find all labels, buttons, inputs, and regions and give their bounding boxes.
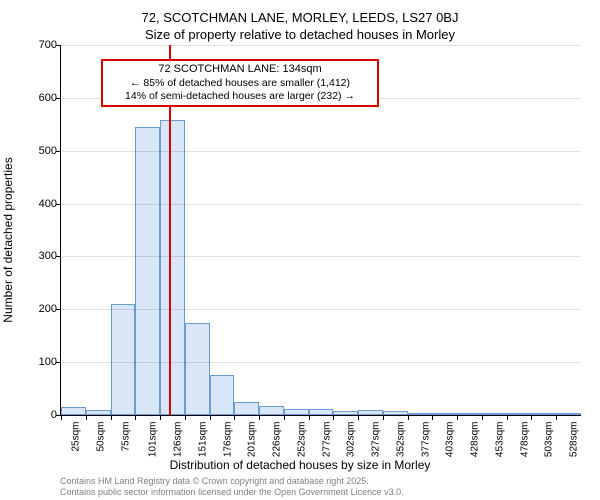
- y-tick-label: 500: [25, 145, 57, 157]
- y-tick-label: 0: [25, 409, 57, 421]
- histogram-bar: [383, 411, 408, 415]
- histogram-bar: [309, 409, 334, 415]
- x-tick-mark: [482, 415, 483, 420]
- histogram-bar: [234, 402, 259, 415]
- gridline: [61, 151, 581, 152]
- x-tick-mark: [210, 415, 211, 420]
- gridline: [61, 309, 581, 310]
- y-axis-label: Number of detached properties: [1, 157, 15, 322]
- histogram-bar: [160, 120, 185, 415]
- x-tick-label: 403sqm: [445, 422, 456, 458]
- footer-line2: Contains public sector information licen…: [60, 487, 404, 498]
- gridline: [61, 204, 581, 205]
- x-tick-mark: [234, 415, 235, 420]
- x-tick-mark: [531, 415, 532, 420]
- y-tick-label: 200: [25, 303, 57, 315]
- y-tick-mark: [56, 204, 61, 205]
- y-tick-mark: [56, 362, 61, 363]
- x-tick-mark: [111, 415, 112, 420]
- x-tick-label: 126sqm: [172, 422, 183, 458]
- x-tick-label: 428sqm: [469, 422, 480, 458]
- histogram-bar: [531, 413, 556, 415]
- y-tick-mark: [56, 45, 61, 46]
- x-tick-label: 252sqm: [296, 422, 307, 458]
- histogram-bar: [284, 409, 309, 415]
- x-tick-mark: [309, 415, 310, 420]
- histogram-bar: [259, 406, 284, 416]
- y-tick-mark: [56, 256, 61, 257]
- x-tick-label: 302sqm: [346, 422, 357, 458]
- x-tick-mark: [160, 415, 161, 420]
- y-tick-label: 700: [25, 39, 57, 51]
- x-tick-label: 503sqm: [544, 422, 555, 458]
- x-tick-label: 327sqm: [370, 422, 381, 458]
- histogram-bar: [210, 375, 235, 415]
- x-tick-mark: [259, 415, 260, 420]
- x-tick-label: 352sqm: [395, 422, 406, 458]
- x-tick-label: 75sqm: [120, 422, 131, 452]
- y-tick-mark: [56, 151, 61, 152]
- x-tick-mark: [507, 415, 508, 420]
- gridline: [61, 256, 581, 257]
- x-tick-label: 50sqm: [95, 422, 106, 452]
- histogram-bar: [61, 407, 86, 415]
- x-tick-mark: [432, 415, 433, 420]
- x-tick-label: 478sqm: [519, 422, 530, 458]
- x-tick-mark: [358, 415, 359, 420]
- gridline: [61, 362, 581, 363]
- histogram-bar: [556, 413, 581, 415]
- x-tick-mark: [556, 415, 557, 420]
- footer-attribution: Contains HM Land Registry data © Crown c…: [60, 476, 404, 498]
- x-tick-mark: [408, 415, 409, 420]
- x-tick-label: 226sqm: [271, 422, 282, 458]
- chart-container: 72, SCOTCHMAN LANE, MORLEY, LEEDS, LS27 …: [0, 0, 600, 500]
- histogram-bar: [111, 304, 136, 415]
- y-tick-label: 600: [25, 92, 57, 104]
- y-tick-label: 100: [25, 356, 57, 368]
- x-tick-mark: [333, 415, 334, 420]
- x-tick-mark: [86, 415, 87, 420]
- x-tick-mark: [135, 415, 136, 420]
- x-tick-label: 25sqm: [71, 422, 82, 452]
- histogram-bar: [86, 410, 111, 415]
- histogram-bar: [482, 413, 507, 415]
- annotation-line: ← 85% of detached houses are smaller (1,…: [109, 77, 371, 90]
- x-tick-mark: [457, 415, 458, 420]
- histogram-bar: [333, 411, 358, 415]
- histogram-bar: [358, 410, 383, 415]
- footer-line1: Contains HM Land Registry data © Crown c…: [60, 476, 404, 487]
- histogram-bar: [507, 413, 532, 415]
- chart-title-sub: Size of property relative to detached ho…: [0, 27, 600, 42]
- y-tick-mark: [56, 309, 61, 310]
- annotation-line: 14% of semi-detached houses are larger (…: [109, 90, 371, 103]
- y-tick-mark: [56, 98, 61, 99]
- x-tick-mark: [284, 415, 285, 420]
- x-tick-label: 151sqm: [197, 422, 208, 458]
- x-tick-label: 453sqm: [494, 422, 505, 458]
- histogram-bar: [408, 413, 433, 415]
- x-tick-mark: [61, 415, 62, 420]
- annotation-title: 72 SCOTCHMAN LANE: 134sqm: [109, 63, 371, 77]
- x-tick-mark: [383, 415, 384, 420]
- annotation-box: 72 SCOTCHMAN LANE: 134sqm← 85% of detach…: [101, 59, 379, 107]
- y-tick-label: 400: [25, 198, 57, 210]
- x-tick-label: 277sqm: [321, 422, 332, 458]
- x-tick-label: 201sqm: [247, 422, 258, 458]
- x-tick-label: 528sqm: [569, 422, 580, 458]
- y-tick-label: 300: [25, 250, 57, 262]
- plot-area: 010020030040050060070025sqm50sqm75sqm101…: [60, 45, 581, 416]
- histogram-bar: [185, 323, 210, 416]
- histogram-bar: [457, 413, 482, 415]
- histogram-bar: [432, 413, 457, 415]
- x-tick-label: 377sqm: [420, 422, 431, 458]
- histogram-bar: [135, 127, 160, 415]
- gridline: [61, 45, 581, 46]
- x-axis-label: Distribution of detached houses by size …: [0, 458, 600, 472]
- x-tick-label: 176sqm: [222, 422, 233, 458]
- x-tick-label: 101sqm: [148, 422, 159, 458]
- x-tick-mark: [185, 415, 186, 420]
- chart-title-main: 72, SCOTCHMAN LANE, MORLEY, LEEDS, LS27 …: [0, 10, 600, 25]
